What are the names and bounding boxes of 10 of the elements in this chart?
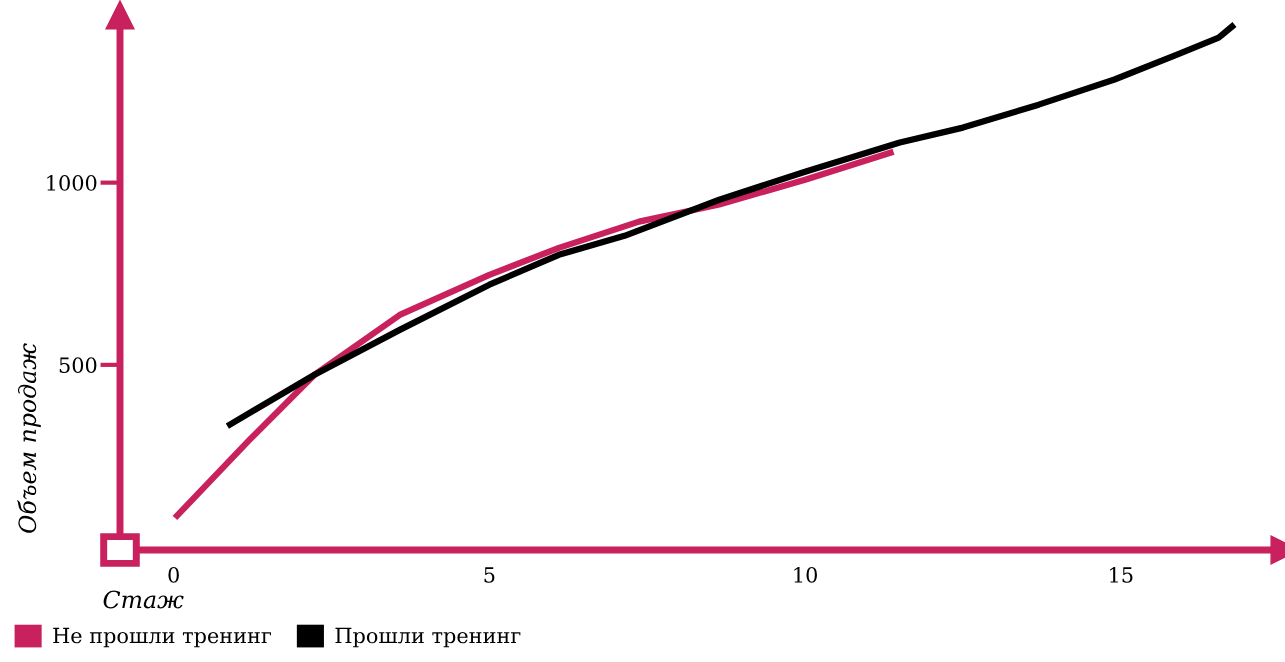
y-axis-title: Объем продаж [17, 343, 41, 533]
y-tick-label: 1000 [47, 175, 97, 191]
x-axis-title: Стаж [103, 590, 184, 609]
y-tick-label: 500 [59, 357, 97, 374]
legend-label: Не прошли тренинг [53, 627, 271, 648]
x-tick-label: 15 [1110, 567, 1133, 583]
x-tick-label: 5 [484, 567, 495, 583]
x-tick-label: 10 [794, 567, 817, 583]
x-tick-label: 0 [168, 567, 179, 583]
legend-label: Прошли тренинг [335, 627, 521, 648]
